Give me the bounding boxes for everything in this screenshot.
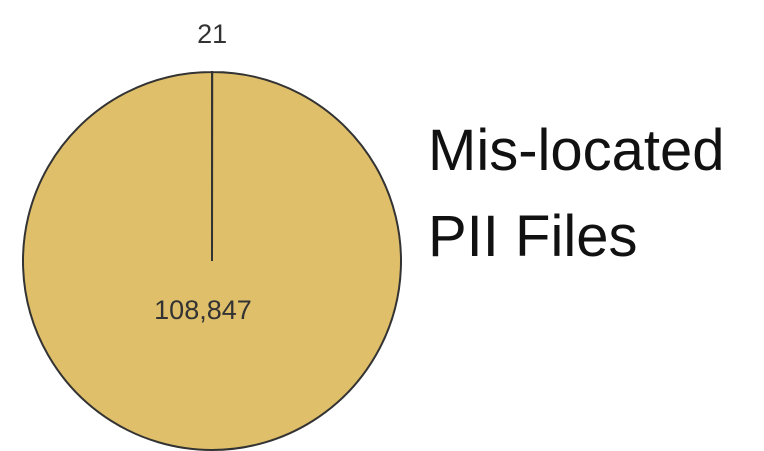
data-label: 108,847 [154,295,252,325]
data-label: 21 [197,19,227,49]
chart-title: Mis-located PII Files [428,118,725,269]
pie-slice [22,70,403,451]
